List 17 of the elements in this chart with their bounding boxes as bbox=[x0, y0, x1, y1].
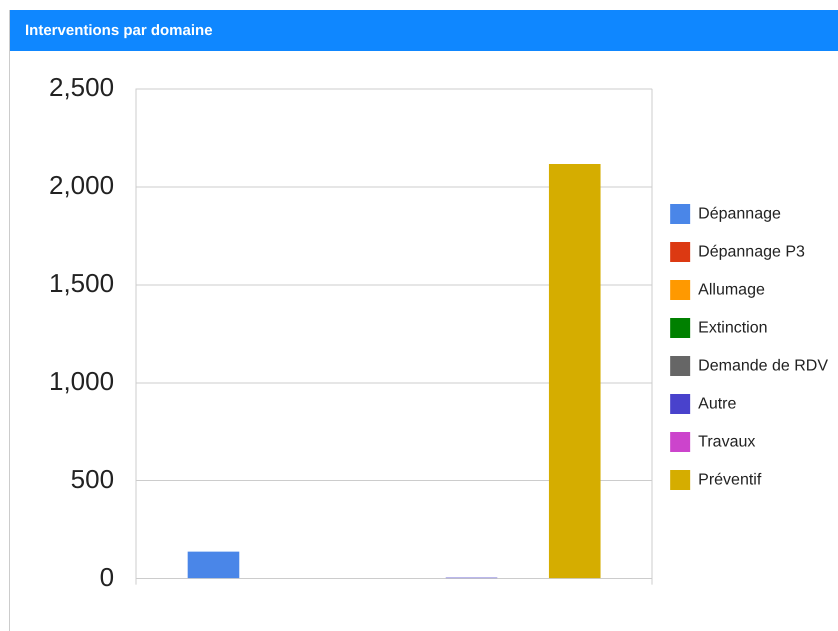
y-tick-label: 2,000 bbox=[48, 170, 114, 200]
legend-label: Autre bbox=[698, 395, 736, 412]
y-tick-label: 1,500 bbox=[48, 268, 114, 298]
y-tick-label: 2,500 bbox=[48, 72, 114, 102]
legend-label: Extinction bbox=[698, 319, 768, 336]
legend-label: Allumage bbox=[698, 281, 765, 298]
y-tick-label: 1,000 bbox=[48, 366, 114, 396]
legend-label: Dépannage bbox=[698, 205, 781, 222]
y-tick-label: 0 bbox=[100, 562, 114, 592]
legend-label: Demande de RDV bbox=[698, 357, 828, 374]
legend-label: Préventif bbox=[698, 471, 762, 488]
chart-title: Interventions par domaine bbox=[25, 22, 213, 39]
bar bbox=[188, 552, 240, 578]
legend-label: Travaux bbox=[698, 433, 756, 450]
legend-label: Dépannage P3 bbox=[698, 243, 806, 260]
y-tick-label: 500 bbox=[70, 464, 114, 494]
bar bbox=[548, 164, 601, 578]
